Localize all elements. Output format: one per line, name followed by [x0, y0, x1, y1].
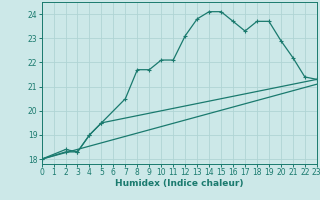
X-axis label: Humidex (Indice chaleur): Humidex (Indice chaleur)	[115, 179, 244, 188]
